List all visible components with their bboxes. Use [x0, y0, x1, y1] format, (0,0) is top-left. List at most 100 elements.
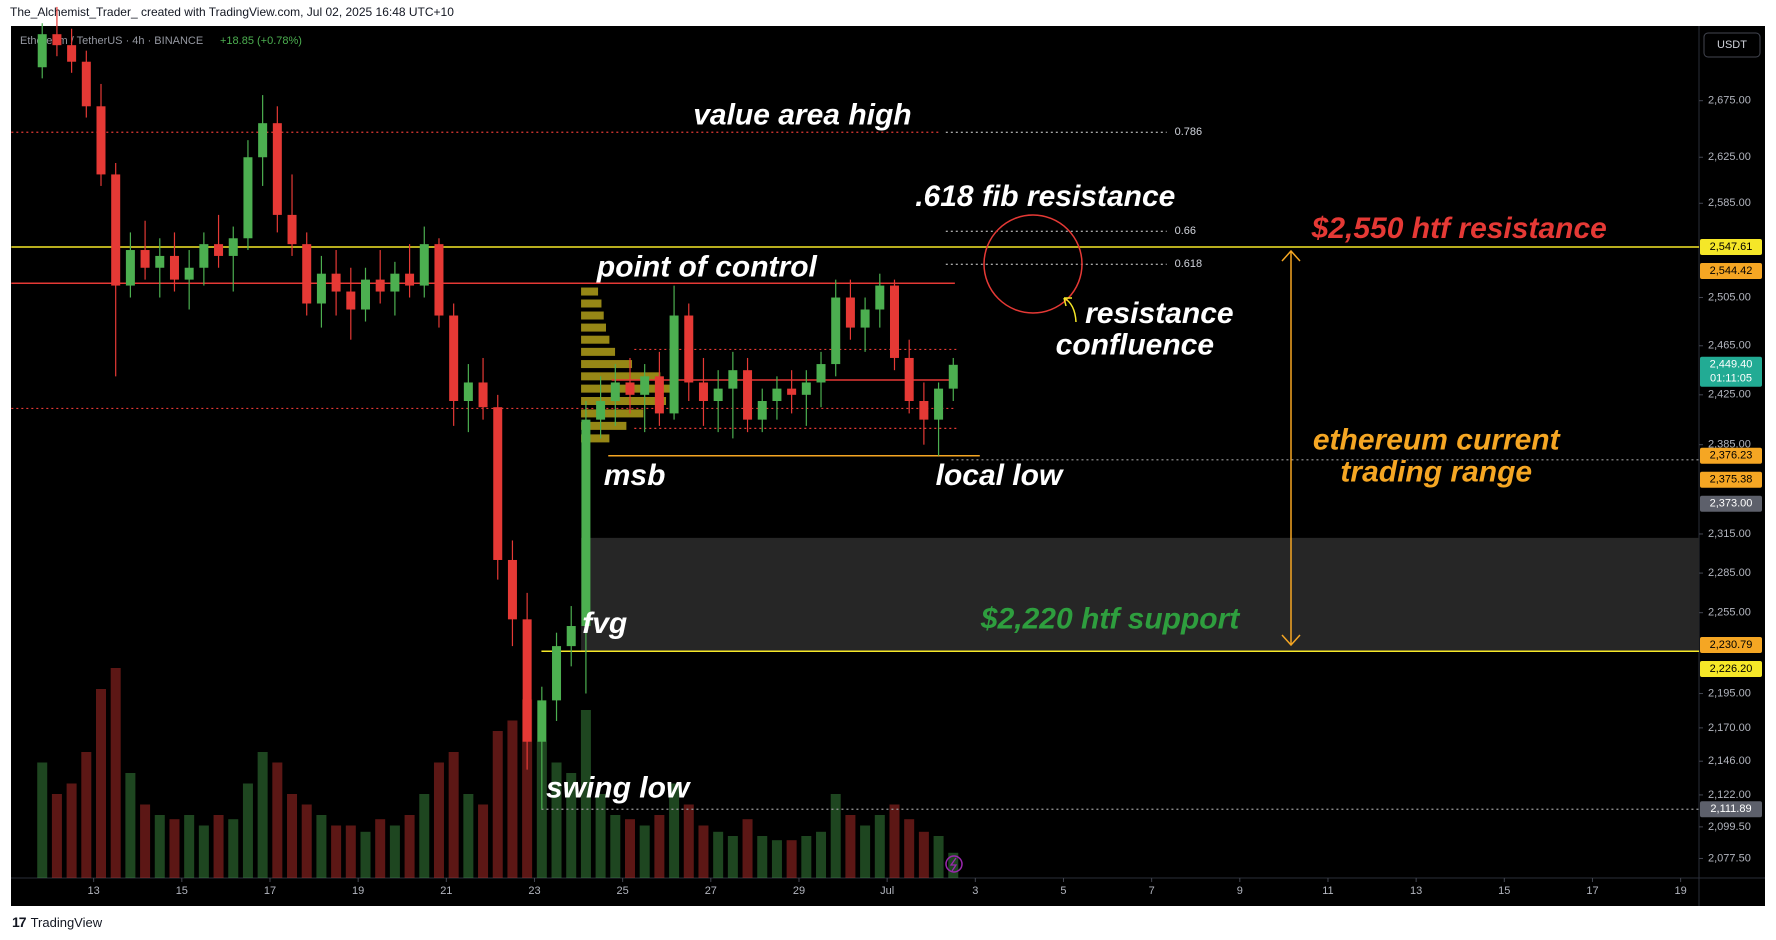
candle-body: [625, 382, 635, 395]
candle-body: [419, 244, 429, 286]
annotation: confluence: [1056, 329, 1214, 362]
candle-body: [552, 646, 562, 701]
price-badge: [1700, 495, 1762, 512]
volume-bar: [816, 831, 827, 878]
candle-body: [596, 401, 606, 420]
volume-bar: [169, 819, 180, 878]
candle-body: [390, 273, 400, 292]
x-tick-label: 11: [1322, 885, 1333, 897]
candle-body: [243, 157, 253, 239]
volume-bar: [742, 819, 753, 878]
volume-bar: [522, 699, 533, 878]
price-badge: [1700, 356, 1762, 387]
x-tick-label: 13: [88, 885, 100, 897]
y-tick-label: 2,146.00: [1708, 755, 1751, 767]
candle-body: [684, 315, 694, 383]
price-badge-label: 2,449.40: [1710, 359, 1753, 371]
volume-profile-bar: [581, 323, 606, 332]
price-badge: [1700, 447, 1762, 464]
candle-body: [654, 376, 664, 414]
candle-body: [302, 244, 312, 304]
candle-body: [493, 407, 503, 560]
annotation: trading range: [1340, 455, 1532, 488]
alert-icon[interactable]: [945, 855, 963, 873]
confluence-arrow-head: [1063, 297, 1072, 307]
candle-body: [272, 123, 282, 215]
volume-profile-bar: [581, 347, 616, 356]
volume-profile-bar: [581, 434, 610, 443]
volume-bar: [624, 819, 635, 878]
volume-profile-bar: [581, 299, 602, 308]
x-tick-label: 19: [1675, 885, 1687, 897]
volume-bar: [845, 815, 856, 878]
volume-profile-bar: [581, 360, 633, 369]
currency[interactable]: USDT: [1717, 39, 1747, 51]
x-tick-label: 19: [352, 885, 364, 897]
x-tick-label: 13: [1410, 885, 1422, 897]
candle-body: [287, 214, 297, 245]
candle-body: [449, 315, 459, 402]
volume-bar: [213, 815, 224, 878]
candle-body: [184, 267, 194, 280]
candle-body: [581, 419, 591, 627]
fvg-zone: [581, 537, 1699, 652]
candle-body: [463, 382, 473, 402]
candle-body: [934, 388, 944, 420]
price-badge-label: 2,376.23: [1710, 450, 1753, 462]
y-tick-label: 2,585.00: [1708, 197, 1751, 209]
currency-button[interactable]: [1703, 32, 1761, 58]
volume-bar: [551, 762, 562, 878]
volume-bar: [242, 783, 253, 878]
y-tick-label: 2,285.00: [1708, 567, 1751, 579]
volume-bar: [566, 773, 577, 878]
change: +18.85 (+0.78%): [220, 35, 302, 47]
candle-body: [787, 388, 797, 395]
volume-bar: [683, 804, 694, 878]
range-arrow-heads: [1281, 249, 1301, 647]
y-tick-label: 2,122.00: [1708, 789, 1751, 801]
candle-body: [537, 700, 547, 742]
annotation: point of control: [596, 250, 818, 283]
volume-bar: [448, 752, 459, 878]
x-tick-label: 27: [705, 885, 717, 897]
price-badge-label: 2,544.42: [1710, 265, 1753, 277]
volume-bar: [433, 762, 444, 878]
volume-bar: [404, 815, 415, 878]
volume-bar: [198, 825, 209, 878]
x-tick-label: 25: [617, 885, 629, 897]
x-tick-label: 15: [176, 885, 188, 897]
price-badge-label: 2,230.79: [1710, 639, 1753, 651]
annotation: value area high: [693, 99, 911, 132]
candle-body: [772, 388, 782, 402]
annotation: swing low: [546, 771, 691, 804]
volume-bar: [125, 773, 136, 878]
volume-profile-bar: [581, 287, 599, 296]
candle-body: [346, 291, 356, 310]
candle-body: [919, 401, 929, 420]
candle-body: [81, 61, 91, 107]
candle-body: [801, 382, 811, 395]
footer: 17 TradingView: [12, 914, 102, 930]
volume-bar: [727, 836, 738, 878]
volume-bar: [228, 819, 239, 878]
annotation: .618 fib resistance: [915, 180, 1175, 213]
x-tick-label: 17: [1586, 885, 1598, 897]
y-tick-label: 2,505.00: [1708, 291, 1751, 303]
volume-bar: [860, 825, 871, 878]
volume-bar: [933, 836, 944, 878]
volume-bar: [51, 794, 62, 878]
y-tick-label: 2,195.00: [1708, 687, 1751, 699]
logo: 17: [12, 914, 27, 930]
y-tick-label: 2,315.00: [1708, 528, 1751, 540]
annotation: msb: [604, 459, 666, 492]
volume-bar: [771, 840, 782, 878]
x-tick-label: 17: [264, 885, 276, 897]
candle-body: [948, 364, 958, 389]
volume-bar: [492, 731, 503, 878]
volume-bar: [610, 815, 621, 878]
candle-body: [698, 382, 708, 402]
annotation: $2,220 htf support: [980, 603, 1241, 636]
volume-bar: [639, 825, 650, 878]
candle-body: [713, 388, 723, 402]
